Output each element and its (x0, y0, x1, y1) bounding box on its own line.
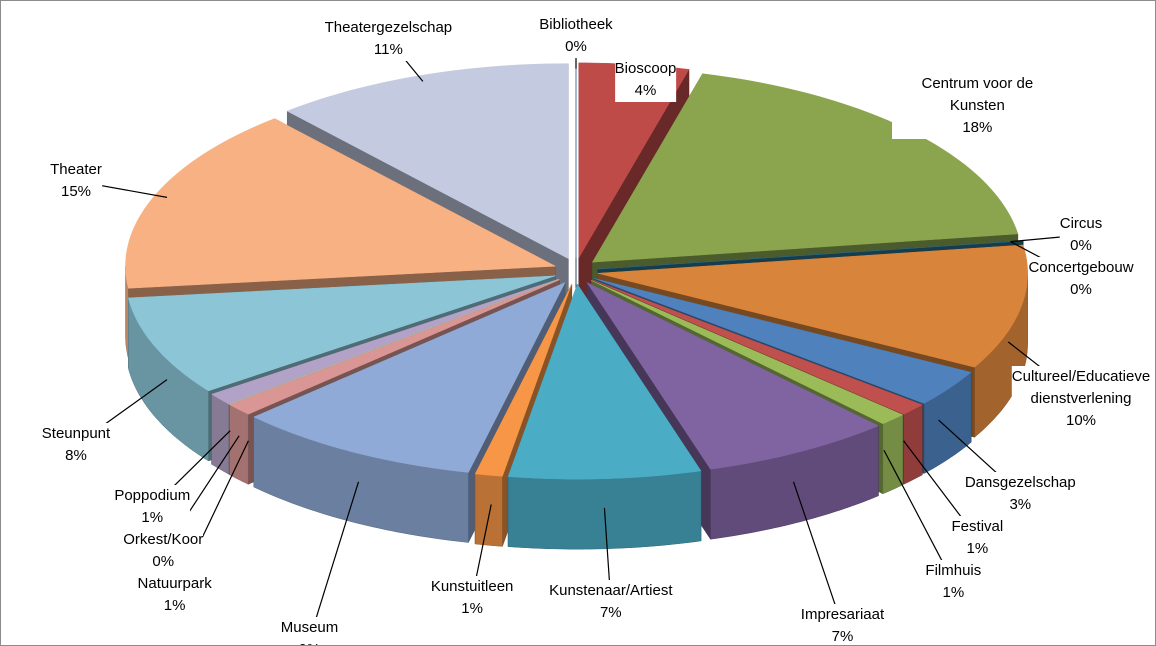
slice-label: Concertgebouw 0% (1028, 257, 1134, 302)
category-name: Kunstenaar/Artiest (549, 581, 673, 599)
value-label: 7% (599, 603, 622, 621)
value-label: 10% (1065, 411, 1097, 429)
slice (586, 281, 880, 470)
category-name: Filmhuis (925, 562, 982, 580)
slice-label: Bibliotheek 0% (539, 14, 613, 58)
slice-wall (229, 404, 249, 485)
leader-line (792, 481, 844, 627)
slice (594, 278, 972, 404)
category-name: Festival (951, 518, 1004, 536)
slice-label: Filmhuis 1% (925, 560, 982, 605)
leader-line (308, 481, 360, 640)
category-name: Bioscoop (614, 60, 677, 77)
value-label: 0% (565, 38, 587, 55)
slice-label: Impresariaat 7% (800, 604, 885, 646)
slice-label: Cultureel/Educatieve dienstverlening 10% (1011, 365, 1151, 432)
slice (507, 283, 702, 480)
leader-line (883, 449, 954, 583)
slice-label: Theater 15% (50, 159, 102, 204)
value-label: 1% (141, 509, 164, 527)
category-name: Cultureel/Educatieve dienstverlening (1011, 367, 1151, 407)
slice (127, 275, 556, 392)
category-name: Circus (1059, 215, 1103, 233)
value-label: 3% (1009, 496, 1032, 514)
slice (474, 283, 573, 477)
slice (591, 280, 904, 425)
slice-label: Centrum voor de Kunsten 18% (892, 73, 1063, 140)
category-name: Concertgebouw (1028, 259, 1134, 277)
value-label: 1% (163, 597, 186, 615)
slice-label: Circus 0% (1059, 213, 1103, 258)
category-name: Steunpunt (41, 424, 111, 442)
category-name: Kunstuitleen (430, 577, 514, 595)
slice-wall (474, 473, 503, 547)
category-name: Theatergezelschap (324, 19, 453, 37)
value-label: 1% (942, 584, 965, 602)
value-label: 4% (634, 82, 657, 99)
category-name: Natuurpark (137, 575, 212, 593)
category-name: Bibliotheek (539, 16, 613, 33)
category-name: Impresariaat (800, 606, 885, 624)
value-label: 0% (152, 553, 175, 571)
slice (597, 244, 1028, 368)
value-label: 15% (60, 183, 92, 201)
slice-label: Kunstenaar/Artiest 7% (549, 579, 673, 624)
category-name: Orkest/Koor (123, 531, 204, 549)
value-label: 0% (1070, 281, 1092, 299)
slice (229, 279, 560, 405)
value-label: 7% (831, 628, 854, 646)
value-label: 18% (962, 119, 993, 137)
slice-label: Theatergezelschap 11% (324, 17, 453, 62)
slice-label: Kunstuitleen 1% (430, 575, 514, 620)
category-name: Poppodium (114, 487, 191, 505)
slice-label: Natuurpark 1% (137, 573, 212, 618)
value-label: 9% (281, 639, 339, 645)
value-label: 1% (966, 540, 989, 558)
slice-label: Bioscoop 4% (614, 58, 677, 102)
slice (253, 281, 566, 473)
value-label: 0% (1070, 237, 1092, 255)
slice-label: Museum 9% (280, 617, 339, 645)
category-name: Theater (50, 161, 102, 179)
slice-label: Dansgezelschap 3% (964, 472, 1076, 517)
slice (592, 279, 923, 415)
slice-label: Poppodium 1% (114, 485, 191, 530)
slice-label: Orkest/Koor 0% (123, 529, 204, 574)
category-name: Centrum voor de Kunsten (921, 75, 1034, 115)
slice (210, 278, 559, 405)
slice-label: Steunpunt 8% (41, 422, 111, 467)
category-name: Museum (280, 619, 339, 637)
slice (229, 279, 560, 415)
category-name: Dansgezelschap (964, 474, 1076, 492)
value-label: 8% (65, 446, 87, 464)
value-label: 11% (373, 41, 403, 59)
slice-label: Festival 1% (951, 516, 1004, 561)
value-label: 1% (461, 599, 483, 617)
